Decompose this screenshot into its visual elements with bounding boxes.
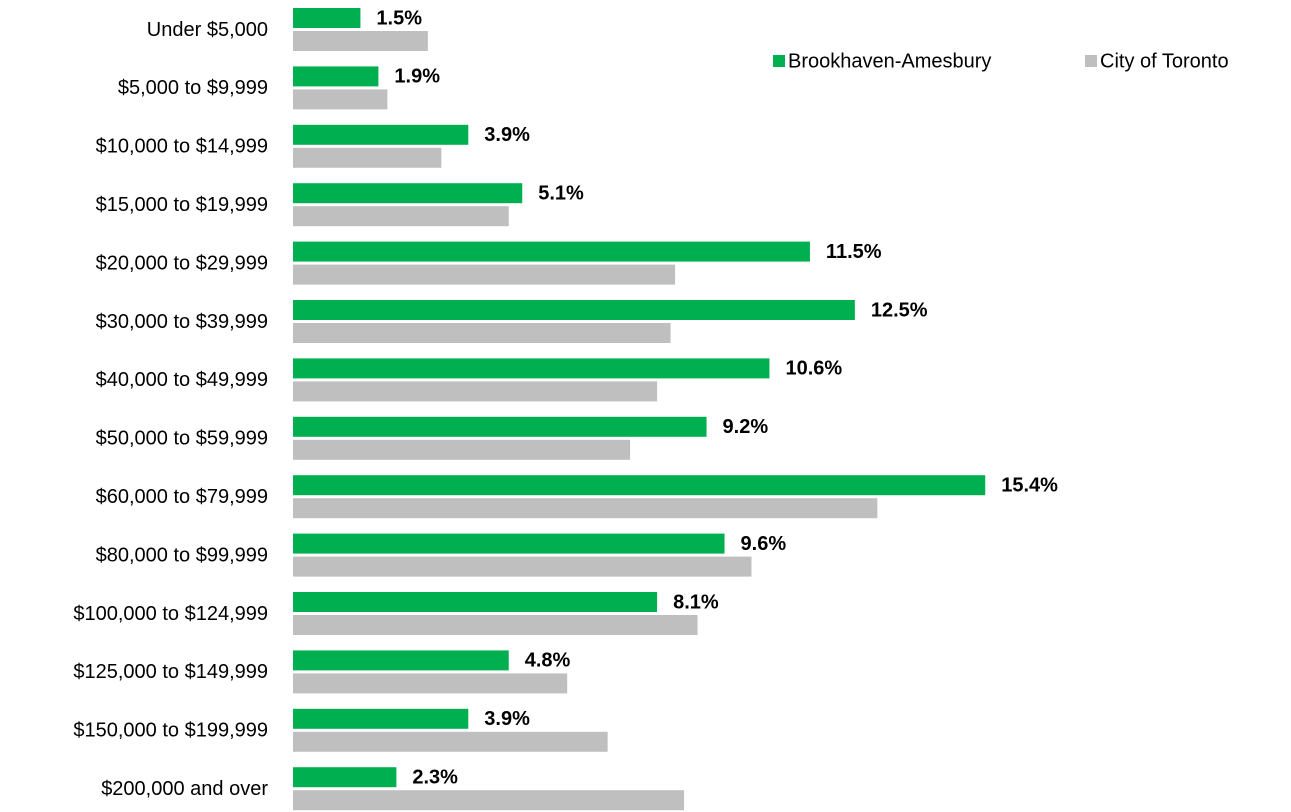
value-label: 5.1% [538, 182, 584, 204]
bar [293, 264, 676, 285]
bar [293, 592, 658, 612]
y-tick-label: $100,000 to $124,999 [73, 603, 268, 625]
bar [293, 475, 986, 496]
y-tick-label: $60,000 to $79,999 [96, 486, 268, 508]
bar [293, 790, 685, 811]
y-tick-label: $40,000 to $49,999 [96, 369, 268, 391]
bar [293, 731, 608, 752]
legend-label: City of Toronto [1100, 50, 1229, 72]
value-label: 10.6% [785, 358, 842, 380]
y-tick-label: $150,000 to $199,999 [73, 720, 268, 742]
value-label: 9.2% [723, 416, 769, 438]
y-tick-label: $5,000 to $9,999 [118, 77, 268, 99]
y-tick-label: $200,000 and over [101, 778, 268, 800]
bar [293, 206, 509, 227]
value-label: 1.5% [376, 7, 422, 29]
bar [293, 673, 568, 694]
bar [293, 147, 442, 168]
y-tick-label: $50,000 to $59,999 [96, 428, 268, 450]
legend-label: Brookhaven-Amesbury [788, 50, 991, 72]
bar [293, 8, 361, 28]
bar [293, 358, 770, 379]
bar [293, 241, 810, 262]
bar [293, 416, 707, 437]
bar [293, 556, 752, 577]
value-label: 9.6% [741, 533, 787, 555]
bar [293, 533, 725, 554]
bar [293, 767, 397, 788]
bar [293, 650, 509, 671]
y-tick-label: $10,000 to $14,999 [96, 136, 268, 158]
y-tick-label: Under $5,000 [147, 19, 268, 41]
value-label: 11.5% [826, 241, 882, 263]
bar [293, 439, 631, 460]
bar [293, 498, 878, 519]
y-tick-label: $80,000 to $99,999 [96, 544, 268, 566]
y-tick-label: $20,000 to $29,999 [96, 252, 268, 274]
bar [293, 66, 379, 87]
value-label: 15.4% [1001, 474, 1058, 496]
bar [293, 31, 428, 51]
bar [293, 708, 469, 729]
y-tick-label: $125,000 to $149,999 [73, 661, 268, 683]
value-label: 1.9% [394, 66, 440, 88]
bar [293, 615, 698, 635]
bar [293, 323, 671, 343]
value-label: 8.1% [673, 591, 719, 613]
legend-swatch [773, 55, 785, 67]
value-label: 2.3% [412, 766, 458, 788]
bar [293, 300, 855, 320]
bar [293, 381, 658, 402]
bar [293, 183, 523, 204]
value-label: 3.9% [484, 124, 530, 146]
value-label: 3.9% [484, 708, 530, 730]
value-label: 4.8% [525, 650, 571, 672]
value-label: 12.5% [871, 299, 928, 321]
bar [293, 124, 469, 145]
y-tick-label: $15,000 to $19,999 [96, 194, 268, 216]
legend-swatch [1085, 55, 1097, 67]
y-tick-label: $30,000 to $39,999 [96, 311, 268, 333]
bar [293, 89, 388, 110]
